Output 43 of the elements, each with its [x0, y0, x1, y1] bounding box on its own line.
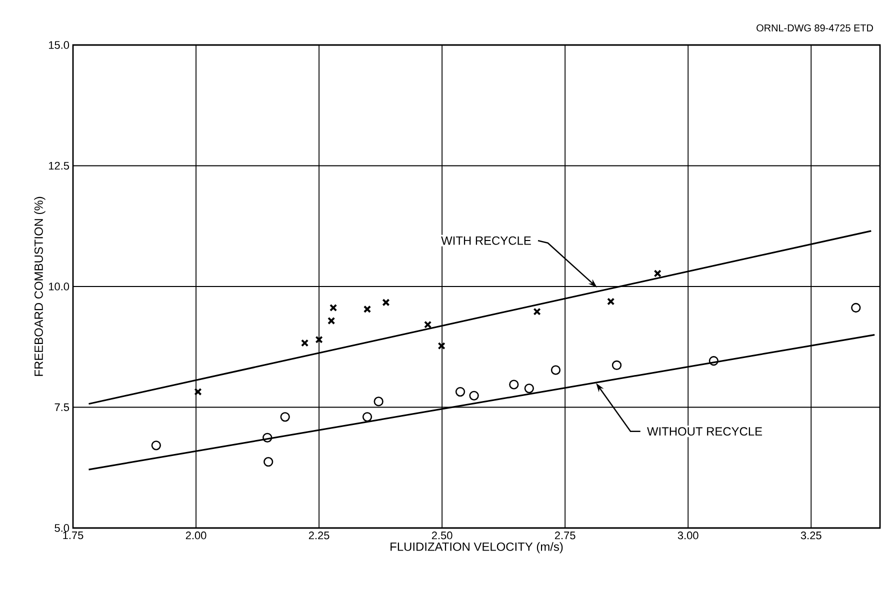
point — [329, 304, 338, 312]
point — [151, 440, 161, 450]
y-tick-label: 15.0 — [48, 41, 70, 49]
x-axis-title: FLUIDIZATION VELOCITY (m/s) — [390, 542, 563, 554]
annotation: WITH RECYCLE — [441, 236, 531, 245]
point — [315, 336, 323, 344]
point — [469, 390, 479, 400]
y-tick-label: 12.5 — [48, 162, 70, 170]
x-tick-label: 2.00 — [186, 532, 206, 540]
point — [607, 298, 615, 306]
annotation: WITHOUT RECYCLE — [647, 427, 762, 436]
point — [363, 305, 372, 314]
point — [300, 339, 309, 347]
point — [550, 365, 561, 375]
point — [851, 302, 861, 313]
point — [438, 342, 446, 350]
x-tick-label: 2.75 — [554, 532, 576, 540]
point — [262, 432, 272, 443]
point — [612, 360, 622, 370]
point — [455, 386, 466, 397]
y-tick-label: 5.0 — [54, 524, 70, 532]
point — [533, 308, 541, 316]
point — [328, 316, 336, 325]
y-tick-label: 7.5 — [54, 403, 70, 412]
x-tick-label: 2.25 — [308, 532, 330, 540]
point — [362, 412, 372, 422]
x-tick-label: 3.00 — [678, 532, 698, 540]
point — [382, 298, 390, 306]
point — [509, 380, 519, 390]
text: ORNL-DWG 89-4725 ETD — [756, 24, 873, 32]
point — [280, 412, 290, 422]
x-tick-label: 1.75 — [63, 532, 84, 540]
y-axis-title: FREEBOARD COMBUSTION (%) — [34, 196, 46, 376]
point — [524, 384, 534, 394]
point — [654, 270, 662, 278]
y-tick-label: 10.0 — [48, 282, 70, 290]
point — [374, 396, 384, 406]
point — [424, 320, 432, 328]
point — [194, 388, 202, 396]
x-tick-label: 3.25 — [800, 532, 822, 540]
x-tick-label: 2.50 — [432, 532, 452, 540]
point — [708, 356, 719, 366]
point — [264, 456, 274, 467]
